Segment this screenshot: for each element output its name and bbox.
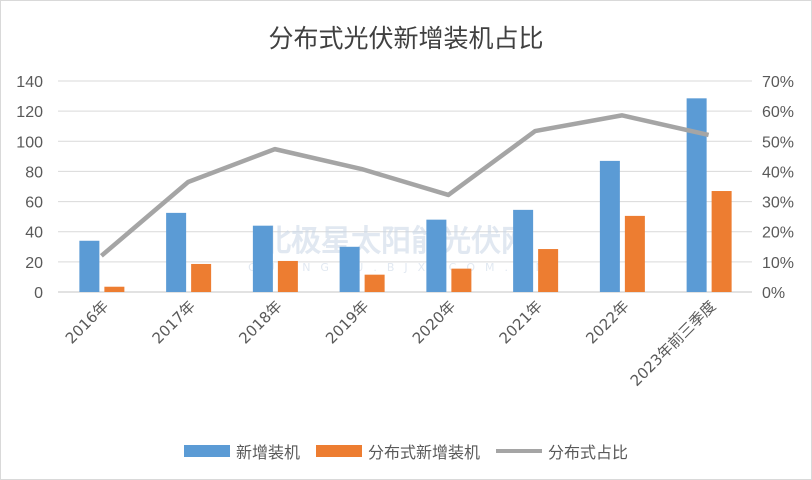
- bar-new: [339, 246, 360, 292]
- legend-swatch: [315, 445, 362, 457]
- left-tick-label: 0: [34, 285, 43, 302]
- legend-label: 分布式新增装机: [367, 443, 480, 462]
- left-tick-label: 100: [16, 134, 43, 151]
- legend-item-new: 新增装机: [183, 439, 300, 463]
- left-tick-label: 60: [25, 195, 43, 212]
- x-tick-label: 2017年: [149, 297, 199, 347]
- bar-distributed: [451, 268, 472, 292]
- bar-new: [252, 225, 273, 292]
- legend-item-distributed: 分布式新增装机: [315, 439, 480, 463]
- x-tick-label: 2018年: [235, 297, 285, 347]
- bar-distributed: [711, 191, 732, 292]
- bar-distributed: [277, 260, 298, 292]
- right-tick-label: 10%: [762, 255, 794, 272]
- legend-item-share: 分布式占比: [496, 439, 628, 463]
- right-tick-label: 70%: [762, 74, 794, 91]
- bar-distributed: [364, 274, 385, 292]
- x-tick-label: 2020年: [409, 297, 459, 347]
- left-tick-label: 120: [16, 104, 43, 121]
- bar-new: [513, 209, 534, 292]
- bar-new: [79, 240, 100, 292]
- bar-new: [166, 212, 187, 292]
- left-tick-label: 40: [25, 225, 43, 242]
- right-tick-label: 30%: [762, 195, 794, 212]
- x-tick-label: 2016年: [62, 297, 112, 347]
- right-tick-label: 0%: [762, 285, 785, 302]
- line-share: [99, 113, 710, 258]
- x-tick-label: 2019年: [322, 297, 372, 347]
- right-tick-label: 60%: [762, 104, 794, 121]
- x-tick-label: 2022年: [582, 297, 632, 347]
- chart-plot: 0 20 40 60 80 100 120 140 0% 10% 20% 30% 40% 50% 60% 70…: [16, 74, 794, 390]
- x-tick-label: 2023年前三季度: [627, 297, 720, 390]
- legend-label: 新增装机: [235, 443, 300, 462]
- legend: 新增装机 分布式新增装机 分布式占比: [1, 439, 811, 463]
- bar-new: [426, 219, 447, 292]
- left-tick-label: 80: [25, 164, 43, 181]
- bar-new: [599, 160, 620, 292]
- right-tick-label: 20%: [762, 225, 794, 242]
- legend-swatch: [496, 449, 542, 453]
- bar-new: [686, 98, 707, 292]
- right-tick-label: 40%: [762, 164, 794, 181]
- bar-distributed: [624, 215, 645, 292]
- legend-swatch: [183, 445, 230, 457]
- bar-distributed: [191, 263, 212, 292]
- bar-distributed: [538, 249, 559, 292]
- right-tick-label: 50%: [762, 134, 794, 151]
- bar-distributed: [104, 286, 125, 292]
- chart-title: 分布式光伏新增装机占比: [268, 24, 544, 53]
- left-tick-label: 140: [16, 74, 43, 91]
- watermark: 北极星太阳能光伏网: [261, 224, 531, 259]
- left-tick-label: 20: [25, 255, 43, 272]
- x-tick-label: 2021年: [496, 297, 546, 347]
- legend-label: 分布式占比: [548, 443, 629, 462]
